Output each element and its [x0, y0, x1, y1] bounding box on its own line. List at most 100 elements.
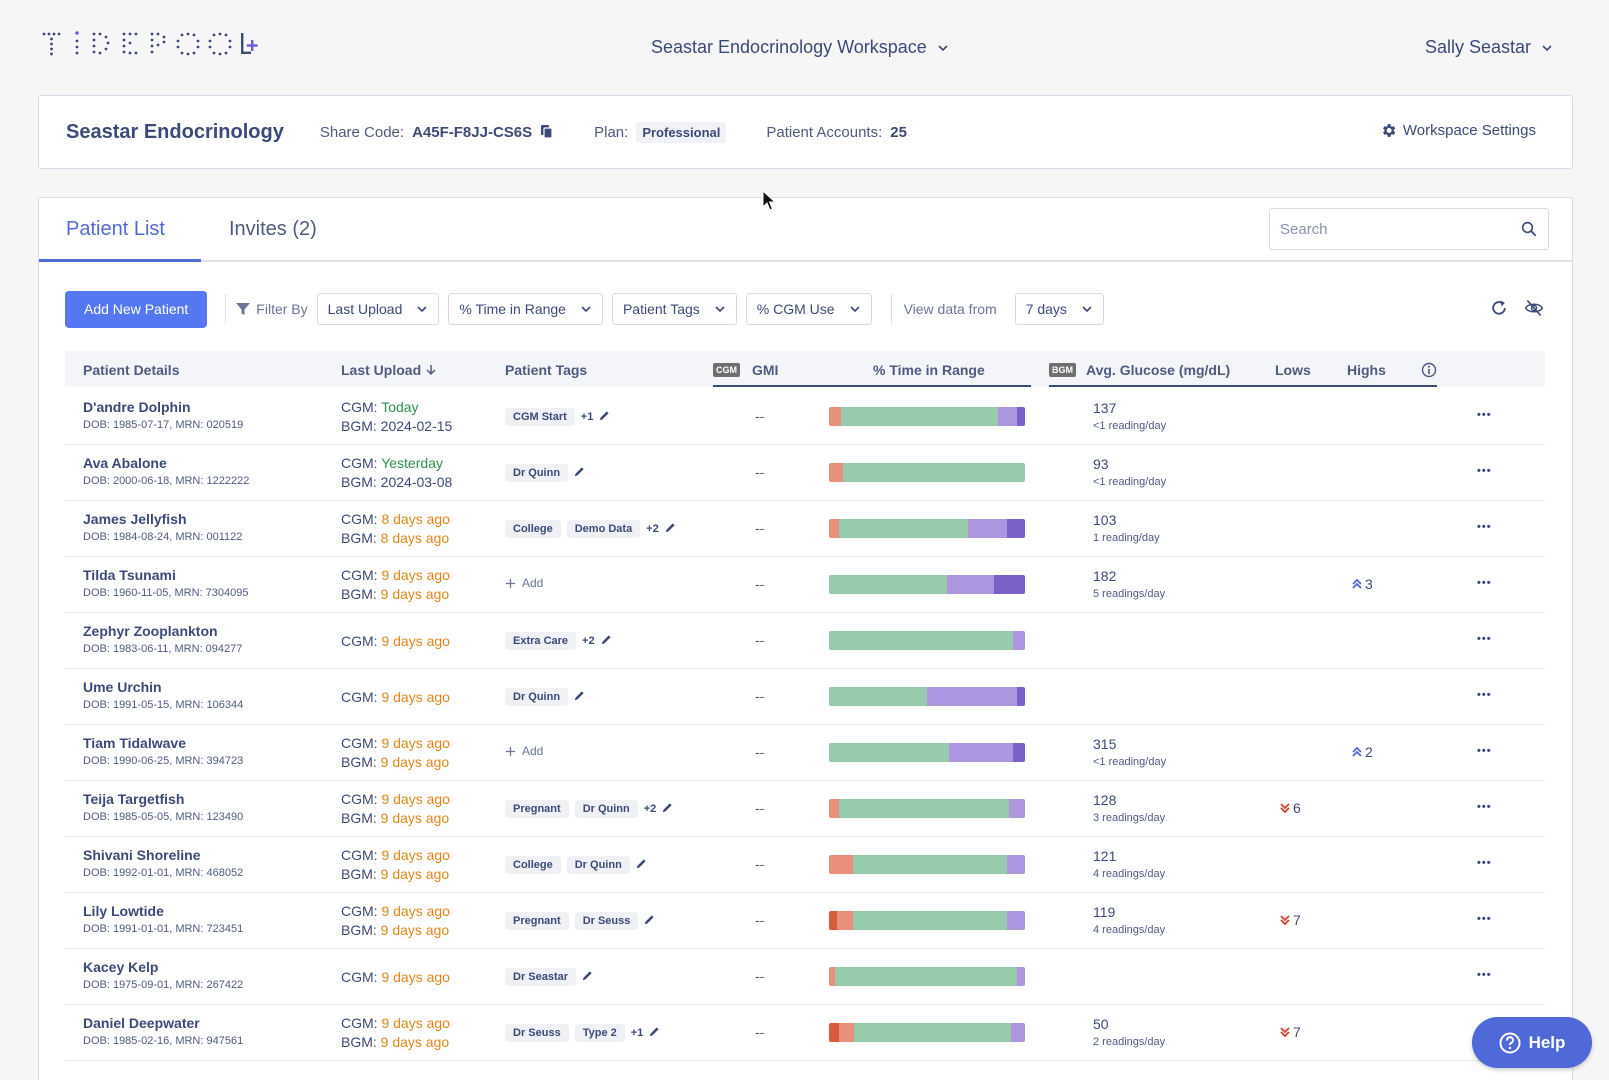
row-more-menu-button[interactable]: ••• — [1477, 801, 1492, 813]
row-more-menu-button[interactable]: ••• — [1477, 745, 1492, 757]
patient-name[interactable]: Ava Abalone — [83, 455, 167, 471]
time-in-range-bar[interactable] — [829, 967, 1025, 986]
avg-glucose-value: 315 — [1093, 736, 1117, 752]
col-last-upload[interactable]: Last Upload — [341, 362, 437, 378]
table-row[interactable]: Daniel Deepwater DOB: 1985-02-16, MRN: 94… — [65, 1005, 1545, 1061]
edit-tags-button[interactable] — [662, 800, 673, 818]
row-more-menu-button[interactable]: ••• — [1477, 969, 1492, 981]
patient-name[interactable]: Kacey Kelp — [83, 959, 159, 975]
row-more-menu-button[interactable]: ••• — [1477, 689, 1492, 701]
table-row[interactable]: Tilda Tsunami DOB: 1960-11-05, MRN: 73040… — [65, 557, 1545, 613]
col-lows[interactable]: Lows — [1275, 362, 1311, 378]
patient-name[interactable]: James Jellyfish — [83, 511, 187, 527]
refresh-icon[interactable] — [1489, 298, 1509, 318]
filter-patient-tags[interactable]: Patient Tags — [611, 293, 737, 325]
patient-name[interactable]: Lily Lowtide — [83, 903, 164, 919]
time-in-range-bar[interactable] — [829, 463, 1025, 482]
patient-accounts: Patient Accounts: 25 — [766, 124, 907, 141]
time-in-range-bar[interactable] — [829, 799, 1025, 818]
time-in-range-bar[interactable] — [829, 743, 1025, 762]
filter-cgm-use[interactable]: % CGM Use — [745, 293, 872, 325]
edit-tags-button[interactable] — [574, 688, 585, 706]
help-button[interactable]: Help — [1472, 1017, 1592, 1068]
patient-name[interactable]: Ume Urchin — [83, 679, 162, 695]
more-tags-count[interactable]: +2 — [646, 523, 659, 535]
patient-name[interactable]: Tilda Tsunami — [83, 567, 176, 583]
row-more-menu-button[interactable]: ••• — [1477, 521, 1492, 533]
filter-time-in-range[interactable]: % Time in Range — [448, 293, 603, 325]
table-row[interactable]: Ume Urchin DOB: 1991-05-15, MRN: 106344 CG… — [65, 669, 1545, 725]
patient-tags: Add — [505, 744, 543, 758]
avg-glucose-value: 50 — [1093, 1016, 1109, 1032]
filter-last-upload[interactable]: Last Upload — [316, 293, 440, 325]
table-row[interactable]: Zephyr Zooplankton DOB: 1983-06-11, MRN: … — [65, 613, 1545, 669]
workspace-selector[interactable]: Seastar Endocrinology Workspace — [651, 37, 949, 58]
more-tags-count[interactable]: +2 — [643, 803, 657, 815]
hide-eye-icon[interactable] — [1523, 298, 1545, 318]
col-time-in-range[interactable]: % Time in Range — [873, 362, 985, 378]
time-in-range-bar[interactable] — [829, 911, 1025, 930]
more-tags-count[interactable]: +1 — [580, 411, 594, 423]
time-in-range-bar[interactable] — [829, 1023, 1025, 1042]
tab-patient-list[interactable]: Patient List — [66, 218, 165, 240]
col-gmi[interactable]: CGM GMI — [713, 362, 778, 378]
table-row[interactable]: Lily Lowtide DOB: 1991-01-01, MRN: 723451… — [65, 893, 1545, 949]
edit-tags-button[interactable] — [644, 912, 655, 930]
row-more-menu-button[interactable]: ••• — [1477, 857, 1492, 869]
upload-type-label: CGM: — [341, 633, 382, 649]
filter-by-label: Filter By — [256, 301, 308, 317]
edit-tags-button[interactable] — [574, 464, 585, 482]
edit-tags-button[interactable] — [599, 408, 610, 426]
patient-name[interactable]: Daniel Deepwater — [83, 1015, 200, 1031]
gmi-value: -- — [755, 744, 765, 760]
patient-name[interactable]: D'andre Dolphin — [83, 399, 191, 415]
search-icon[interactable] — [1520, 220, 1538, 238]
search-input[interactable] — [1280, 220, 1520, 238]
table-row[interactable]: Ava Abalone DOB: 2000-06-18, MRN: 1222222… — [65, 445, 1545, 501]
time-in-range-bar[interactable] — [829, 631, 1025, 650]
time-in-range-bar[interactable] — [829, 855, 1025, 874]
table-row[interactable]: Kacey Kelp DOB: 1975-09-01, MRN: 267422 CG… — [65, 949, 1545, 1005]
table-row[interactable]: Tiam Tidalwave DOB: 1990-06-25, MRN: 3947… — [65, 725, 1545, 781]
patient-name[interactable]: Zephyr Zooplankton — [83, 623, 218, 639]
workspace-settings-button[interactable]: Workspace Settings — [1380, 122, 1536, 139]
copy-icon[interactable] — [540, 124, 554, 140]
edit-tags-button[interactable] — [582, 968, 593, 986]
info-icon[interactable] — [1421, 362, 1437, 378]
col-patient-details[interactable]: Patient Details — [83, 362, 179, 378]
time-in-range-bar[interactable] — [829, 687, 1025, 706]
add-tag-button[interactable]: Add — [505, 576, 543, 590]
table-row[interactable]: James Jellyfish DOB: 1984-08-24, MRN: 001… — [65, 501, 1545, 557]
row-more-menu-button[interactable]: ••• — [1477, 577, 1492, 589]
edit-tags-button[interactable] — [601, 632, 612, 650]
table-row[interactable]: Shivani Shoreline DOB: 1992-01-01, MRN: 4… — [65, 837, 1545, 893]
more-tags-count[interactable]: +2 — [582, 635, 595, 647]
time-in-range-bar[interactable] — [829, 575, 1025, 594]
row-more-menu-button[interactable]: ••• — [1477, 633, 1492, 645]
edit-tags-button[interactable] — [649, 1024, 660, 1042]
patient-name[interactable]: Tiam Tidalwave — [83, 735, 186, 751]
col-highs[interactable]: Highs — [1347, 362, 1386, 378]
col-avg-glucose[interactable]: BGM Avg. Glucose (mg/dL) — [1049, 362, 1230, 378]
add-new-patient-button[interactable]: Add New Patient — [65, 290, 208, 328]
pencil-icon — [650, 1027, 659, 1037]
add-tag-label: Add — [522, 744, 544, 758]
patient-name[interactable]: Shivani Shoreline — [83, 847, 201, 863]
edit-tags-button[interactable] — [636, 856, 647, 874]
time-in-range-bar[interactable] — [829, 519, 1025, 538]
row-more-menu-button[interactable]: ••• — [1477, 913, 1492, 925]
user-menu[interactable]: Sally Seastar — [1425, 37, 1553, 58]
tidepool-logo[interactable] — [42, 30, 262, 65]
more-tags-count[interactable]: +1 — [630, 1027, 644, 1039]
tab-invites[interactable]: Invites (2) — [229, 218, 317, 240]
row-more-menu-button[interactable]: ••• — [1477, 409, 1492, 421]
patient-name[interactable]: Teija Targetfish — [83, 791, 185, 807]
time-in-range-bar[interactable] — [829, 407, 1025, 426]
row-more-menu-button[interactable]: ••• — [1477, 465, 1492, 477]
edit-tags-button[interactable] — [665, 520, 676, 538]
view-data-from-select[interactable]: 7 days — [1014, 293, 1104, 325]
table-row[interactable]: Teija Targetfish DOB: 1985-05-05, MRN: 12… — [65, 781, 1545, 837]
table-row[interactable]: D'andre Dolphin DOB: 1985-07-17, MRN: 020… — [65, 389, 1545, 445]
patient-dob-mrn: DOB: 1991-01-01, MRN: 723451 — [83, 923, 244, 935]
add-tag-button[interactable]: Add — [505, 744, 543, 758]
